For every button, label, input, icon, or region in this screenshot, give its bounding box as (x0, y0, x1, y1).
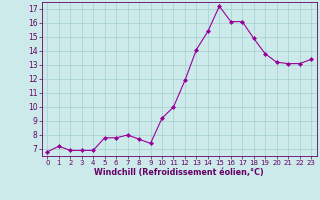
X-axis label: Windchill (Refroidissement éolien,°C): Windchill (Refroidissement éolien,°C) (94, 168, 264, 177)
